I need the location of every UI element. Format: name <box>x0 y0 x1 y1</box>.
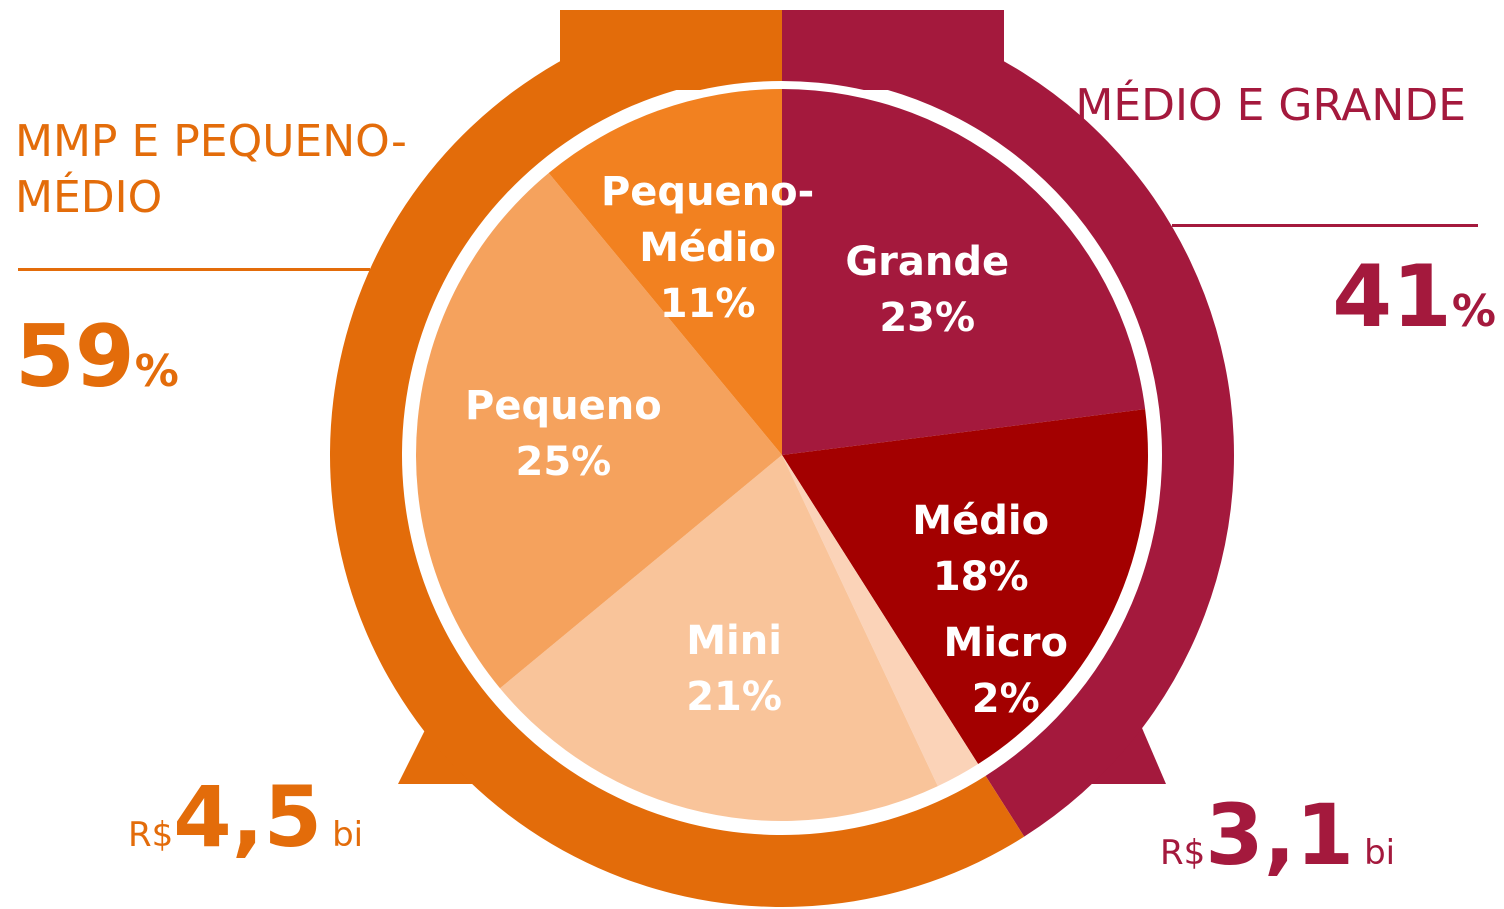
group-divider <box>18 268 370 271</box>
slice-value: 21% <box>686 674 782 721</box>
slice-value: 23% <box>879 295 976 342</box>
group-percent-unit: % <box>134 346 179 397</box>
slice-name: Pequeno <box>465 383 662 430</box>
slice-label: Mini 21% <box>619 613 849 725</box>
slice-value: 25% <box>515 439 612 486</box>
group-amount-value: 4,5 <box>173 768 323 866</box>
group-percent-value: 59 <box>15 307 135 407</box>
pie-slice <box>499 455 938 821</box>
group-name: MMP E PEQUENO-MÉDIO <box>15 116 407 223</box>
group-name: MÉDIO E GRANDE <box>1075 80 1466 131</box>
pie-slice <box>416 172 782 689</box>
slice-label: Médio 18% <box>866 493 1096 605</box>
pie-slice <box>782 89 1146 455</box>
group-percent: 59% <box>15 312 179 417</box>
slice-value: 11% <box>659 281 756 328</box>
slice-label: Pequeno 25% <box>448 378 678 490</box>
group-amount-value: 3,1 <box>1205 786 1355 884</box>
slice-label: Micro 2% <box>891 615 1121 727</box>
slice-label: Grande 23% <box>812 234 1042 346</box>
ring <box>330 10 1234 907</box>
ring-top <box>782 10 1004 90</box>
ring-segment <box>782 10 1234 837</box>
slice-name: Mini <box>686 618 782 665</box>
slice-label: Pequeno-Médio 11% <box>593 164 823 332</box>
ring-segment <box>330 10 1025 907</box>
group-currency: R$ <box>128 815 174 855</box>
pie-slice <box>782 409 1148 765</box>
group-currency: R$ <box>1160 833 1206 873</box>
group-divider <box>1172 224 1478 227</box>
ring-top <box>560 10 782 90</box>
slice-value: 18% <box>932 553 1029 600</box>
slice-name: Médio <box>912 497 1050 544</box>
pie-slice <box>782 455 979 787</box>
slice-name: Pequeno-Médio <box>600 169 815 272</box>
group-amount-unit: bi <box>332 815 364 855</box>
slice-value: 2% <box>971 676 1040 723</box>
slice-name: Micro <box>943 620 1068 667</box>
group-percent-unit: % <box>1451 286 1496 337</box>
group-amount: R$3,1 bi <box>1160 790 1395 898</box>
group-amount-unit: bi <box>1364 833 1396 873</box>
pie-slice <box>548 89 782 455</box>
group-percent: 41% <box>1332 252 1496 357</box>
group-amount: R$4,5 bi <box>128 772 363 880</box>
group-percent-value: 41 <box>1332 247 1452 347</box>
slice-name: Grande <box>845 239 1010 286</box>
